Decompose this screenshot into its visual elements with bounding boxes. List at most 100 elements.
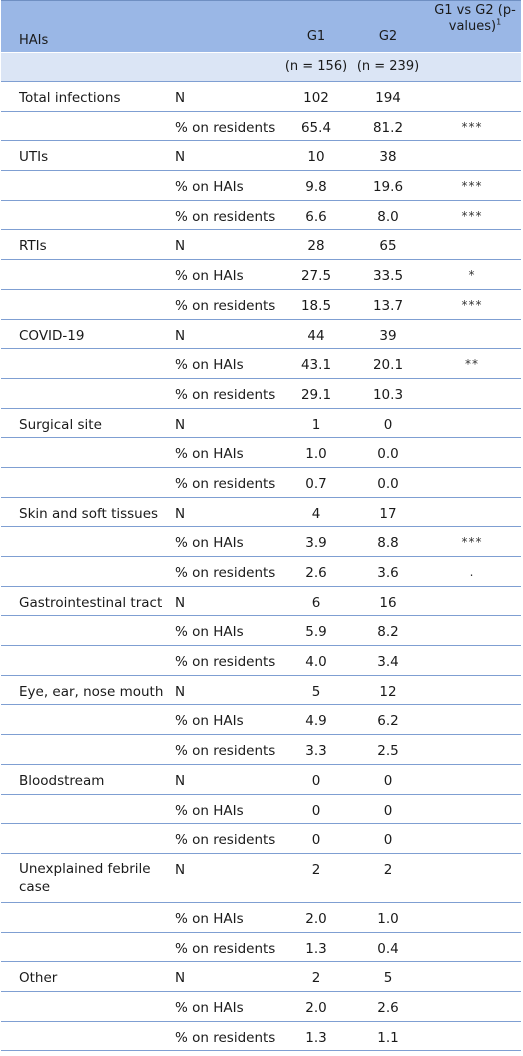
row-g1-value: 3.3: [305, 743, 327, 760]
row-measure: % on residents: [175, 297, 276, 314]
row-g1-value: 2: [311, 861, 321, 878]
row-g1-value: 2: [311, 970, 321, 987]
row-g1-value: 5: [311, 683, 321, 700]
row-measure: % on HAIs: [175, 999, 244, 1016]
table-row: Skin and soft tissues N 4 17: [1, 498, 521, 528]
table-row: Bloodstream N 0 0: [1, 765, 521, 795]
row-g2-value: 2.6: [377, 999, 399, 1016]
row-measure: N: [175, 594, 186, 611]
table-row: Gastrointestinal tract N 6 16: [1, 587, 521, 617]
row-g1-value: 4.9: [305, 713, 327, 730]
table-row: Eye, ear, nose mouth N 5 12: [1, 676, 521, 706]
row-g2-value: 3.4: [377, 654, 399, 671]
header-pvalues-label: G1 vs G2 (p-values): [434, 3, 516, 34]
row-g2-value: 65: [379, 238, 397, 255]
table-row: % on residents 1.3 0.4: [1, 933, 521, 963]
row-g1-value: 43.1: [300, 357, 332, 374]
row-g2-value: 16: [379, 594, 397, 611]
row-g1-value: 0: [311, 832, 321, 849]
row-g2-value: 33.5: [372, 268, 404, 285]
table-row: RTIs N 28 65: [1, 230, 521, 261]
row-g1-value: 4.0: [305, 654, 327, 671]
row-name: Unexplained febrile case: [19, 860, 151, 895]
row-measure: N: [175, 970, 186, 987]
row-measure: % on residents: [175, 940, 276, 957]
table-row: % on HAIs 9.8 19.6 ***: [1, 171, 521, 201]
row-g1-value: 6.6: [305, 208, 327, 225]
table-row: Other N 2 5: [1, 962, 521, 992]
table-row: % on HAIs 5.9 8.2: [1, 616, 521, 647]
row-measure: % on HAIs: [175, 535, 244, 552]
row-measure: % on HAIs: [175, 802, 244, 819]
row-measure: N: [175, 505, 186, 522]
row-g2-value: 39: [379, 327, 397, 344]
row-g2-value: 1.0: [377, 910, 399, 927]
table-row: % on residents 29.1 10.3: [1, 379, 521, 409]
table-row: % on HAIs 43.1 20.1 **: [1, 349, 521, 379]
row-measure: % on HAIs: [175, 910, 244, 927]
table-row: % on residents 65.4 81.2 ***: [1, 112, 521, 142]
table-row: % on HAIs 4.9 6.2: [1, 705, 521, 736]
row-measure: % on residents: [175, 119, 276, 136]
row-measure: % on residents: [175, 654, 276, 671]
row-measure: % on HAIs: [175, 357, 244, 374]
row-g1-value: 10: [307, 149, 325, 166]
table-body: Total infections N 102 194% on residents 65.…: [1, 82, 521, 1052]
row-measure: N: [175, 90, 186, 106]
row-g2-value: 3.6: [377, 565, 399, 581]
table-row: % on residents 6.6 8.0 ***: [1, 201, 521, 231]
table-subheader: (n = 156) (n = 239): [1, 53, 521, 82]
row-name: Bloodstream: [19, 772, 105, 789]
row-name: UTIs: [19, 149, 49, 166]
row-measure: % on residents: [175, 208, 276, 225]
row-pvalue: ***: [461, 535, 483, 550]
row-g1-value: 102: [303, 90, 329, 106]
row-measure: % on residents: [175, 1029, 276, 1046]
table-row: % on residents 4.0 3.4: [1, 646, 521, 676]
table-row: % on residents 0 0: [1, 824, 521, 854]
row-g1-value: 28: [307, 238, 325, 255]
table-row: % on HAIs 2.0 2.6: [1, 992, 521, 1022]
row-g2-value: 38: [379, 149, 397, 166]
row-g1-value: 0: [311, 802, 321, 819]
row-measure: N: [175, 416, 186, 433]
row-measure: % on residents: [175, 386, 276, 403]
row-g1-value: 1.3: [305, 1029, 327, 1046]
row-g2-value: 1.1: [377, 1029, 399, 1046]
row-g2-value: 0: [383, 832, 393, 849]
table-row: UTIs N 10 38: [1, 141, 521, 172]
row-measure: % on residents: [175, 832, 276, 849]
row-g2-value: 8.0: [377, 208, 399, 225]
row-measure: % on residents: [175, 743, 276, 760]
row-measure: % on residents: [175, 565, 276, 581]
header-hais: HAIs: [19, 33, 49, 48]
row-g2-value: 0: [383, 772, 393, 789]
row-g1-value: 3.9: [305, 535, 327, 552]
row-g2-value: 6.2: [377, 713, 399, 730]
row-g1-value: 1.3: [305, 940, 327, 957]
row-measure: % on HAIs: [175, 713, 244, 730]
subheader-g1-n: (n = 156): [284, 59, 348, 74]
table-header: HAIs G1 G2 G1 vs G2 (p-values)1: [1, 0, 521, 53]
table-row: % on HAIs 2.0 1.0: [1, 903, 521, 933]
row-g2-value: 10.3: [372, 386, 404, 403]
header-pvalues-footnote: 1: [496, 17, 502, 27]
row-measure: % on HAIs: [175, 446, 244, 463]
table-row: % on HAIs 27.5 33.5 *: [1, 260, 521, 290]
row-g2-value: 81.2: [372, 119, 404, 136]
table-row: % on residents 2.6 3.6.: [1, 557, 521, 587]
row-g2-value: 20.1: [372, 357, 404, 374]
row-pvalue: *: [468, 268, 476, 283]
row-g2-value: 17: [379, 505, 397, 522]
row-g2-value: 8.2: [377, 624, 399, 641]
row-g2-value: 0.0: [377, 475, 399, 492]
header-g1: G1: [306, 29, 326, 44]
row-g1-value: 1.0: [305, 446, 327, 463]
row-measure: N: [175, 149, 186, 166]
row-name: RTIs: [19, 238, 47, 255]
row-measure: N: [175, 772, 186, 789]
row-name: Surgical site: [19, 416, 102, 433]
row-g1-value: 4: [311, 505, 321, 522]
row-name: Other: [19, 970, 58, 987]
row-g1-value: 0: [311, 772, 321, 789]
